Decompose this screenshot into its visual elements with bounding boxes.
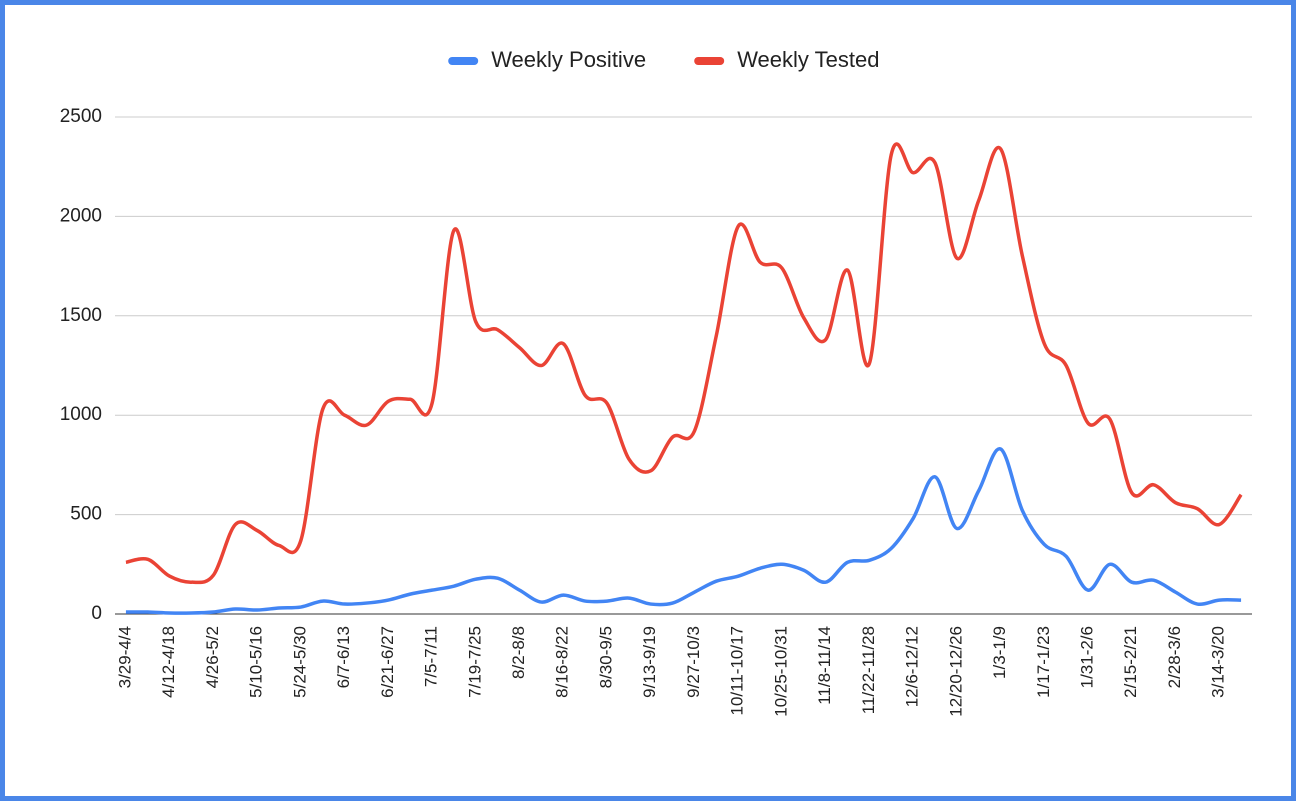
y-tick-label: 2500 bbox=[60, 106, 102, 127]
x-tick-label: 2/15-2/21 bbox=[1121, 626, 1140, 698]
line-series bbox=[125, 142, 1243, 585]
x-tick-label: 10/25-10/31 bbox=[771, 626, 790, 717]
x-tick-label: 1/3-1/9 bbox=[990, 626, 1009, 679]
x-tick-label: 8/2-8/8 bbox=[509, 626, 528, 679]
legend-label: Weekly Positive bbox=[491, 47, 646, 72]
x-tick-label: 3/14-3/20 bbox=[1209, 626, 1228, 698]
line-series bbox=[125, 447, 1242, 615]
x-tick-label: 8/16-8/22 bbox=[553, 626, 572, 698]
legend-swatch bbox=[694, 57, 725, 65]
x-tick-label: 11/22-11/28 bbox=[859, 626, 878, 714]
x-tick-label: 12/6-12/12 bbox=[903, 626, 922, 707]
x-tick-label: 4/26-5/2 bbox=[203, 626, 222, 688]
x-tick-label: 5/24-5/30 bbox=[290, 626, 309, 698]
legend-swatch bbox=[448, 57, 479, 65]
x-tick-label: 2/28-3/6 bbox=[1165, 626, 1184, 688]
x-tick-label: 8/30-9/5 bbox=[596, 626, 615, 688]
x-tick-label: 1/31-2/6 bbox=[1077, 626, 1096, 688]
x-tick-label: 12/20-12/26 bbox=[946, 626, 965, 717]
x-tick-label: 6/7-6/13 bbox=[334, 626, 353, 688]
x-tick-label: 9/13-9/19 bbox=[640, 626, 659, 698]
x-tick-label: 1/17-1/23 bbox=[1034, 626, 1053, 698]
y-tick-label: 2000 bbox=[60, 205, 102, 226]
y-tick-label: 1500 bbox=[60, 305, 102, 326]
x-tick-label: 3/29-4/4 bbox=[115, 626, 134, 688]
x-tick-label: 11/8-11/14 bbox=[815, 626, 834, 705]
legend-label: Weekly Tested bbox=[737, 47, 879, 72]
x-tick-label: 9/27-10/3 bbox=[684, 626, 703, 698]
x-tick-label: 7/19-7/25 bbox=[465, 626, 484, 698]
x-tick-label: 10/11-10/17 bbox=[728, 626, 747, 715]
x-tick-label: 6/21-6/27 bbox=[378, 626, 397, 698]
y-tick-label: 0 bbox=[91, 603, 102, 624]
y-tick-label: 500 bbox=[70, 504, 102, 525]
x-tick-label: 7/5-7/11 bbox=[422, 626, 441, 687]
chart: 0 500 1000 1500 2000 2500 3/29-4/4 4/12-4/18 4/2… bbox=[60, 47, 1252, 717]
y-tick-label: 1000 bbox=[60, 404, 102, 425]
x-tick-label: 4/12-4/18 bbox=[159, 626, 178, 698]
x-tick-label: 5/10-5/16 bbox=[247, 626, 266, 698]
